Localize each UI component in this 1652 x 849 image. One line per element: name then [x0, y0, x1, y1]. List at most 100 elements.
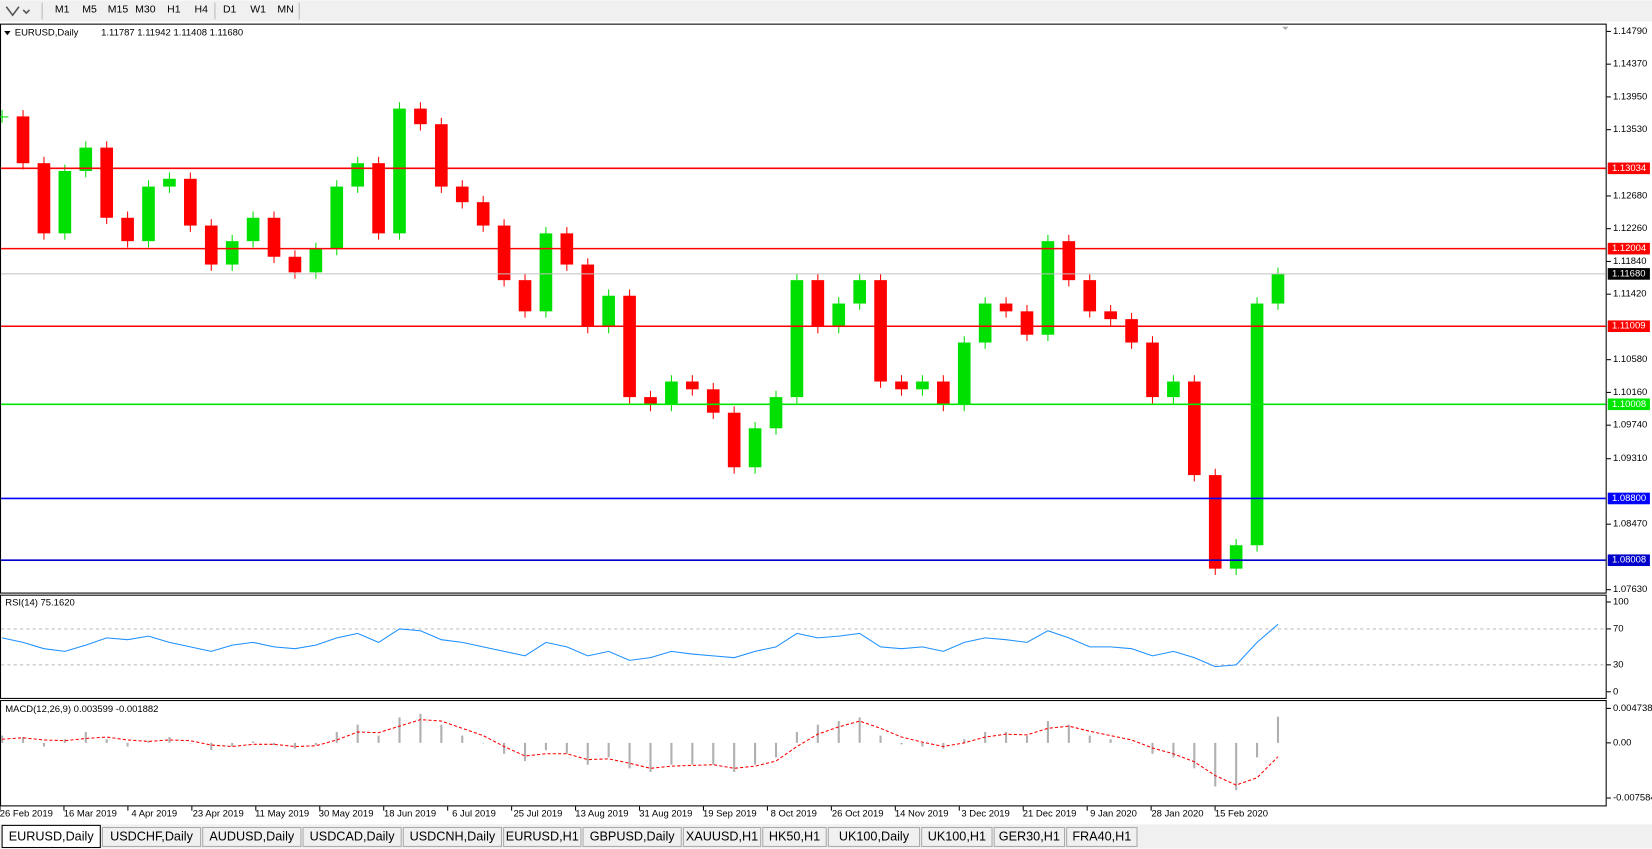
date-label: 3 Dec 2019 [961, 808, 1009, 819]
date-label: 18 Jun 2019 [384, 808, 436, 819]
macd-bar [670, 742, 673, 765]
level-box [1607, 162, 1650, 175]
horizontal-line[interactable]: 1.10008 [1, 398, 1650, 411]
tab[interactable]: USDCHF,Daily [101, 826, 202, 847]
horizontal-line[interactable]: 1.11009 [1, 320, 1650, 333]
macd-bar [1088, 735, 1091, 743]
candle [497, 225, 511, 281]
macd-bar [377, 735, 380, 743]
timeframe-label: H1 [167, 4, 181, 16]
horizontal-line[interactable]: 1.13034 [1, 162, 1650, 175]
candle [895, 381, 908, 390]
tab[interactable]: UK100,H1 [921, 826, 993, 847]
macd-bar [231, 742, 234, 747]
date-label: 8 Oct 2019 [771, 808, 817, 819]
candle [1083, 280, 1097, 312]
candle [769, 397, 783, 429]
tab-label: USDCAD,Daily [310, 829, 396, 843]
timeframe-button[interactable]: H4 [195, 4, 209, 16]
toolbar-icon[interactable] [5, 6, 31, 17]
tab-label: GBPUSD,Daily [590, 829, 676, 843]
level-box [1607, 320, 1650, 333]
date-label: 23 Apr 2019 [193, 808, 244, 819]
macd-bar [398, 717, 401, 743]
tab[interactable]: HK50,H1 [762, 826, 827, 847]
candle [957, 342, 971, 405]
candle [142, 186, 155, 242]
date-label: 26 Oct 2019 [832, 808, 884, 819]
current-price-box [1607, 268, 1650, 280]
candle [832, 303, 846, 327]
timeframe-button[interactable]: M30 [135, 4, 156, 16]
price-label: 1.14790 [1613, 26, 1647, 37]
tab-label: USDCNH,Daily [410, 829, 496, 843]
macd-bar [586, 742, 589, 765]
tab-label: GER30,H1 [999, 829, 1060, 843]
rsi-tick-label: 100 [1613, 596, 1629, 607]
macd-bar [105, 739, 108, 743]
timeframe-button[interactable]: M5 [82, 4, 97, 16]
tab-label: XAUUSD,H1 [686, 829, 758, 843]
candle [748, 428, 762, 468]
candle [937, 381, 950, 405]
timeframe-label: M30 [135, 4, 156, 16]
tab[interactable]: UK100,Daily [827, 826, 921, 847]
toolbar [0, 0, 1652, 22]
tab[interactable]: GBPUSD,Daily [582, 826, 682, 847]
timeframe-button[interactable]: H1 [167, 4, 181, 16]
macd-panel [0, 700, 1607, 807]
candle [79, 147, 93, 171]
macd-bar [607, 742, 610, 758]
candle [267, 217, 281, 257]
tab-box [682, 826, 762, 847]
macd-bar [774, 742, 778, 758]
macd-bar [1005, 731, 1008, 743]
tab-box [101, 826, 202, 847]
macd-bar [879, 735, 882, 743]
rsi-tick-label: 70 [1613, 623, 1624, 634]
tab[interactable]: USDCAD,Daily [302, 826, 402, 847]
timeframe-label: M1 [55, 4, 70, 16]
tab[interactable]: USDCNH,Daily [402, 826, 503, 847]
macd-bar [1276, 716, 1280, 743]
candle [1250, 303, 1264, 546]
horizontal-line[interactable]: 1.12004 [1, 242, 1650, 255]
macd-bar [1109, 739, 1112, 743]
tab[interactable]: AUDUSD,Daily [202, 826, 302, 847]
tab-label: AUDUSD,Daily [209, 829, 295, 843]
macd-bar [754, 742, 757, 765]
tab[interactable]: XAUUSD,H1 [682, 826, 762, 847]
tab[interactable]: EURUSD,H1 [503, 826, 582, 847]
macd-bar [210, 742, 213, 751]
macd-bar [544, 742, 547, 751]
price-label: 1.12680 [1613, 190, 1647, 201]
macd-bar [461, 735, 464, 743]
candle [1167, 381, 1180, 398]
tab-label: EURUSD,H1 [506, 829, 579, 843]
tab-label: FRA40,H1 [1072, 829, 1131, 843]
macd-bar [482, 742, 485, 744]
horizontal-line[interactable]: 1.08008 [1, 554, 1650, 567]
timeframe-button[interactable]: D1 [223, 4, 237, 16]
candle [16, 116, 30, 164]
tab-box [202, 826, 302, 847]
level-label: 1.10008 [1612, 399, 1646, 410]
candle [435, 124, 448, 187]
macd-bar [419, 713, 422, 743]
collapse-arrow[interactable] [4, 30, 11, 36]
macd-bar [21, 737, 25, 743]
tab[interactable]: FRA40,H1 [1066, 826, 1138, 847]
candle [184, 178, 197, 226]
horizontal-line[interactable]: 1.08800 [1, 492, 1650, 505]
timeframe-button[interactable]: M1 [55, 4, 70, 16]
tab-box [302, 826, 402, 847]
timeframe-button[interactable]: W1 [250, 4, 266, 16]
candle [1187, 381, 1201, 476]
candle [623, 295, 636, 398]
tab[interactable]: GER30,H1 [993, 826, 1066, 847]
tab[interactable]: EURUSD,Daily [1, 824, 101, 849]
timeframe-button[interactable]: M15 [108, 4, 129, 16]
timeframe-button[interactable]: MN [277, 4, 293, 16]
candle [1020, 311, 1034, 335]
